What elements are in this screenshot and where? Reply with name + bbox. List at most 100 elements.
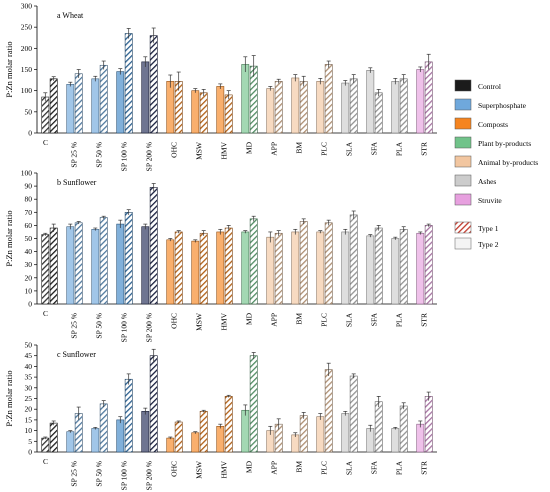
bar-type1 <box>124 33 133 134</box>
bar-type1 <box>224 94 233 134</box>
y-tick-label: 70 <box>25 208 33 217</box>
bar-type2 <box>391 81 400 134</box>
bar-type2 <box>291 77 300 134</box>
y-tick-label: 60 <box>25 221 33 230</box>
category-sp-25-: SP 25 % <box>66 69 83 168</box>
x-tick-label: HMV <box>220 460 229 478</box>
x-tick-label: OHC <box>170 313 179 329</box>
bar-type2 <box>241 64 250 134</box>
x-tick-label: C <box>43 138 48 147</box>
x-tick-label: SP 100 % <box>120 461 129 490</box>
x-tick-label: SP 50 % <box>95 461 104 487</box>
category-c: C <box>41 223 58 318</box>
legend-item-anim: Animal by-products <box>454 155 538 168</box>
y-tick-label: 10 <box>25 426 33 435</box>
bar-type1 <box>399 78 408 134</box>
bar-type2 <box>66 84 75 134</box>
x-tick-label: SP 200 % <box>145 142 154 171</box>
x-tick-label: SLA <box>345 141 354 156</box>
category-bm: BM <box>291 74 308 154</box>
bar-type1 <box>149 187 158 305</box>
bar-type1 <box>399 229 408 305</box>
y-tick-label: 80 <box>25 195 33 204</box>
y-tick-label: 50 <box>25 341 33 350</box>
x-tick-label: PLC <box>320 461 329 475</box>
bar-type2 <box>91 78 100 134</box>
bar-type1 <box>174 231 183 305</box>
x-tick-label: PLC <box>320 313 329 327</box>
legend-swatch <box>454 237 472 250</box>
category-plc: PLC <box>316 362 333 475</box>
bar-type1 <box>249 355 258 453</box>
legend-label: Type 2 <box>478 240 499 249</box>
category-sp-200-: SP 200 % <box>141 27 158 171</box>
chart-legend: Control Superphosphate Composts Plant by-pr… <box>454 79 538 250</box>
category-app: APP <box>266 418 283 475</box>
bar-type1 <box>249 218 258 305</box>
bar-type1 <box>324 222 333 305</box>
y-tick-label: 0 <box>28 129 32 138</box>
bar-type1 <box>99 403 108 453</box>
x-tick-label: STR <box>420 313 429 327</box>
legend-swatch <box>454 174 472 187</box>
legend-item-ash: Ashes <box>454 174 496 187</box>
category-md: MD <box>241 215 258 325</box>
legend-label: Composts <box>478 120 508 129</box>
bar-type1 <box>299 415 308 453</box>
category-sfa: SFA <box>366 67 383 155</box>
category-sp-25-: SP 25 % <box>66 221 83 339</box>
bar-type1 <box>349 78 358 134</box>
y-tick-label: 250 <box>21 23 33 32</box>
bar-type2 <box>41 437 50 453</box>
bar-type2 <box>166 437 175 453</box>
bar-type1 <box>99 64 108 134</box>
panel-title: a Wheat <box>57 11 84 20</box>
x-tick-label: SP 100 % <box>120 313 129 342</box>
x-tick-label: PLA <box>395 141 404 156</box>
legend-swatch <box>454 117 472 130</box>
bar-type2 <box>391 238 400 305</box>
bar-type2 <box>266 236 275 305</box>
category-md: MD <box>241 352 258 473</box>
y-tick-label: 30 <box>25 383 33 392</box>
y-tick-label: 45 <box>25 351 33 360</box>
category-pla: PLA <box>391 74 408 156</box>
bar-type1 <box>349 375 358 453</box>
category-ohc: OHC <box>166 230 183 329</box>
bar-type1 <box>399 405 408 453</box>
bar-type1 <box>299 81 308 134</box>
category-sp-200-: SP 200 % <box>141 183 158 342</box>
bar-type2 <box>191 432 200 453</box>
x-tick-label: APP <box>270 313 279 327</box>
x-tick-label: SP 50 % <box>95 313 104 339</box>
bar-type2 <box>191 90 200 134</box>
legend-swatch <box>454 79 472 92</box>
category-app: APP <box>266 230 283 327</box>
category-hmv: HMV <box>216 394 233 479</box>
bar-type2 <box>291 231 300 305</box>
y-tick-label: 25 <box>25 394 33 403</box>
bar-type2 <box>416 69 425 134</box>
category-sla: SLA <box>341 210 358 327</box>
y-tick-label: 15 <box>25 415 33 424</box>
bar-type1 <box>374 92 383 134</box>
y-tick-label: 20 <box>25 405 33 414</box>
bar-type1 <box>99 217 108 305</box>
y-axis-label: P:Zn molar ratio <box>4 41 14 97</box>
bar-type1 <box>124 378 133 453</box>
bar-type2 <box>191 240 200 305</box>
category-str: STR <box>416 223 433 327</box>
category-sla: SLA <box>341 373 358 475</box>
bar-type2 <box>266 88 275 134</box>
panel-title: c Sunflower <box>57 350 96 359</box>
legend-label: Plant by-products <box>478 139 531 148</box>
category-sp-25-: SP 25 % <box>66 406 83 487</box>
bar-type1 <box>349 214 358 305</box>
x-tick-label: OHC <box>170 461 179 477</box>
category-bm: BM <box>291 218 308 325</box>
bar-type1 <box>199 232 208 305</box>
x-tick-label: HMV <box>220 312 229 330</box>
category-sp-200-: SP 200 % <box>141 348 158 490</box>
bar-type2 <box>316 231 325 305</box>
category-msw: MSW <box>191 88 208 160</box>
